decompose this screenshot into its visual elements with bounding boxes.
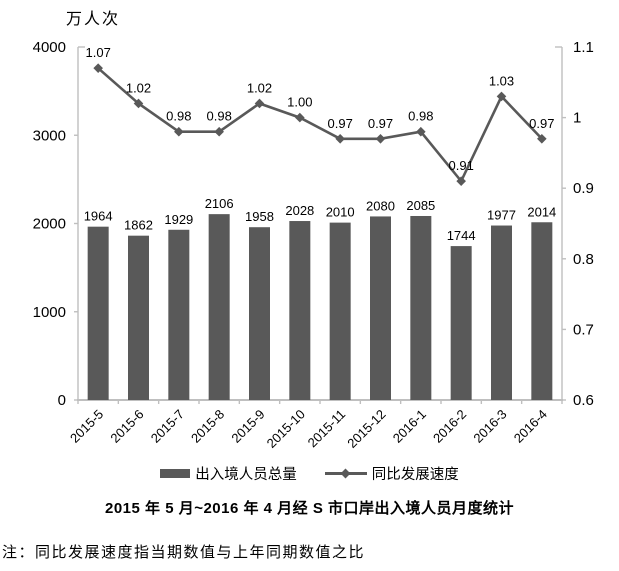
line-point-marker	[375, 133, 386, 144]
line-value-label: 0.98	[166, 109, 191, 124]
line-value-label: 0.98	[408, 109, 433, 124]
right-axis-tick-label: 1	[573, 110, 581, 127]
left-axis-tick-label: 3000	[33, 127, 66, 144]
bar	[329, 222, 351, 400]
x-tick-label: 2016-2	[430, 407, 469, 446]
right-axis-tick-label: 1.1	[573, 39, 594, 56]
bar	[208, 214, 230, 400]
x-tick-label: 2016-4	[511, 407, 550, 446]
bar	[289, 221, 311, 400]
line-value-label: 0.98	[207, 109, 232, 124]
line-point-marker	[416, 126, 426, 137]
line-value-label: 1.02	[247, 80, 272, 95]
line-value-label: 1.02	[126, 80, 151, 95]
combo-chart-canvas: 010002000300040000.60.70.80.911.11964186…	[33, 39, 594, 451]
line-value-label: 1.00	[287, 95, 312, 110]
line-point-marker	[456, 176, 466, 186]
bar-value-label: 2106	[205, 196, 234, 211]
x-tick-label: 2015-11	[305, 407, 349, 451]
line-series	[97, 67, 543, 184]
bar	[410, 215, 432, 400]
bar-series-swatch-icon	[160, 469, 191, 478]
right-axis-tick-label: 0.8	[573, 251, 594, 268]
x-tick-label: 2015-5	[67, 407, 106, 446]
bar	[370, 216, 391, 400]
x-tick-label: 2015-6	[107, 407, 146, 446]
line-point-marker	[174, 126, 184, 137]
diamond-marker-icon	[340, 468, 351, 479]
line-value-label: 0.97	[368, 116, 393, 131]
bar-value-label: 1862	[124, 218, 153, 233]
left-axis-tick-label: 1000	[33, 304, 66, 321]
x-tick-label: 2015-10	[264, 407, 308, 451]
bar-value-label: 2085	[406, 198, 435, 213]
bar-value-label: 1744	[447, 228, 476, 243]
bar-value-label: 2080	[366, 198, 395, 213]
line-series-swatch-icon	[324, 468, 367, 479]
chart-title: 2015 年 5 月~2016 年 4 月经 S 市口岸出入境人员月度统计	[104, 500, 515, 517]
line-value-label: 0.97	[328, 116, 353, 131]
x-tick-label: 2015-7	[148, 407, 187, 446]
bar	[87, 226, 109, 400]
line-point-marker	[214, 126, 224, 137]
left-axis-tick-label: 2000	[33, 216, 66, 233]
left-axis-tick-label: 0	[58, 392, 66, 409]
y-axis-unit-label: 万人次	[66, 11, 121, 28]
right-axis-tick-label: 0.9	[573, 180, 594, 197]
right-axis-tick-label: 0.6	[573, 392, 594, 409]
line-point-marker	[496, 91, 507, 102]
line-value-label: 1.03	[489, 73, 514, 88]
x-tick-label: 2016-1	[390, 407, 429, 446]
legend-item-line: 同比发展速度	[324, 463, 459, 484]
legend-label-bars: 出入境人员总量	[195, 467, 297, 483]
line-point-marker	[295, 112, 305, 123]
x-tick-label: 2015-9	[228, 407, 267, 446]
x-tick-label: 2015-12	[344, 407, 388, 451]
x-tick-label: 2016-3	[470, 407, 509, 446]
legend-item-bars: 出入境人员总量	[160, 463, 297, 484]
line-value-label: 0.97	[529, 116, 554, 131]
line-value-label: 1.07	[86, 45, 111, 60]
line-point-marker	[133, 98, 144, 109]
bar	[450, 246, 472, 400]
bar-value-label: 1977	[487, 208, 516, 223]
bar-value-label: 2014	[527, 204, 556, 219]
bar-value-label: 1929	[164, 212, 193, 227]
line-value-label: 0.91	[449, 158, 474, 173]
bar	[249, 227, 270, 400]
line-point-marker	[537, 133, 547, 144]
bar	[531, 222, 553, 400]
right-axis-tick-label: 0.7	[573, 321, 594, 338]
x-tick-label: 2015-8	[188, 407, 227, 446]
line-point-marker	[335, 133, 345, 144]
line-point-marker	[254, 98, 265, 109]
bar	[168, 229, 190, 400]
bar-value-label: 2010	[326, 205, 355, 220]
line-point-marker	[93, 63, 103, 73]
bar	[491, 225, 512, 400]
legend-label-line: 同比发展速度	[371, 467, 459, 483]
left-axis-tick-label: 4000	[33, 39, 66, 56]
bar-value-label: 2028	[285, 203, 314, 218]
bar	[128, 235, 149, 400]
legend: 出入境人员总量 同比发展速度	[0, 463, 619, 484]
bar-value-label: 1964	[84, 209, 113, 224]
bar-value-label: 1958	[245, 209, 274, 224]
footnote: 注：同比发展速度指当期数值与上年同期数值之比	[2, 545, 366, 561]
